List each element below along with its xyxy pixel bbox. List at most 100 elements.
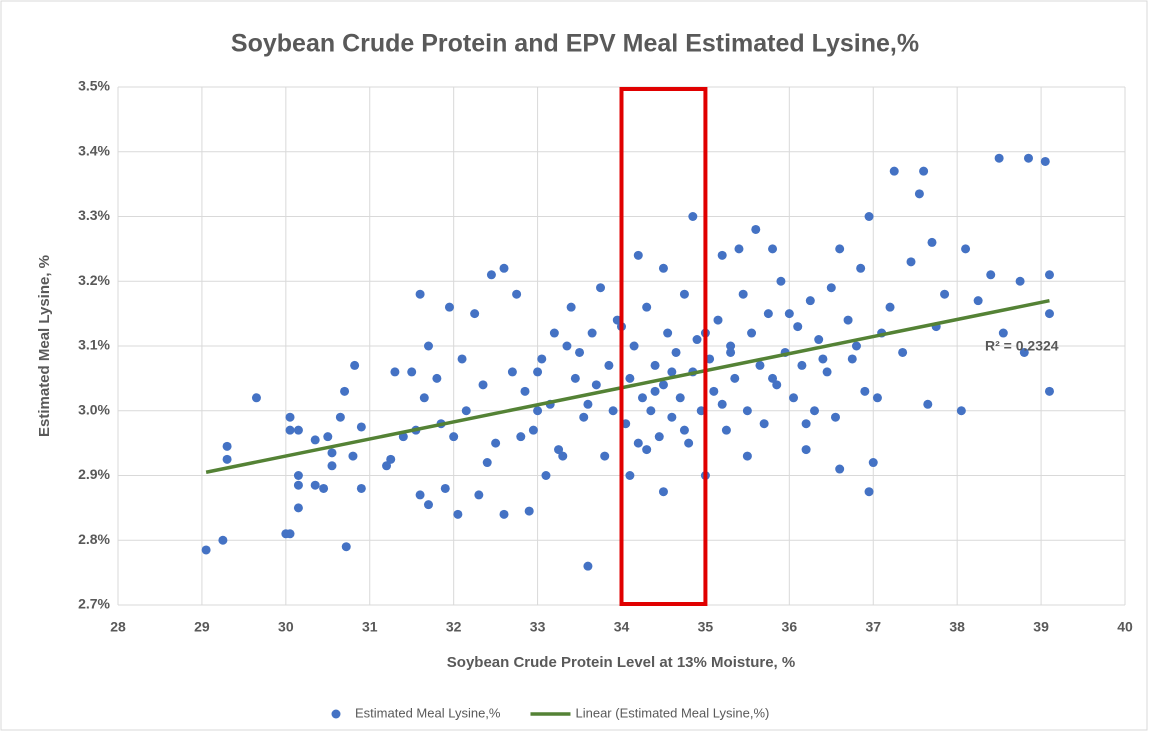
point [726,347,736,357]
point [671,347,681,357]
point [818,354,828,364]
point [554,445,564,455]
point [423,500,433,510]
point [864,487,874,497]
point [583,561,593,571]
x-tick-label: 34 [614,619,630,635]
y-tick-label: 3.2% [78,272,110,288]
point [579,412,589,422]
point [310,480,320,490]
point [444,302,454,312]
point [423,341,433,351]
x-tick-label: 28 [110,619,126,635]
y-tick-label: 2.9% [78,466,110,482]
legend-label: Linear (Estimated Meal Lysine,%) [575,705,769,720]
legend-label: Estimated Meal Lysine,% [355,705,501,720]
y-tick-label: 3.4% [78,142,110,158]
point [927,237,937,247]
point [642,302,652,312]
point [868,458,878,468]
highlight-box [619,87,708,606]
point [692,335,702,345]
point [323,432,333,442]
point [738,289,748,299]
point [341,542,351,552]
point [759,419,769,429]
y-tick-label: 3.0% [78,401,110,417]
point [633,438,643,448]
x-axis-label: Soybean Crude Protein Level at 13% Moist… [447,654,795,671]
point [986,270,996,280]
point [742,451,752,461]
point [835,464,845,474]
point [763,309,773,319]
point [499,509,509,519]
x-tick-label: 37 [865,619,881,635]
point [1040,156,1050,166]
point [658,487,668,497]
point [734,244,744,254]
y-tick-label: 2.7% [78,596,110,612]
y-tick-label: 2.8% [78,531,110,547]
point [625,373,635,383]
point [1015,276,1025,286]
point [663,328,673,338]
point [549,328,559,338]
annotation: R² = 0.2324 [985,338,1059,354]
point [449,432,459,442]
point [440,483,450,493]
point [575,347,585,357]
point [419,393,429,403]
point [789,393,799,403]
point [851,341,861,351]
point [650,360,660,370]
point [633,250,643,260]
point [998,328,1008,338]
point [810,406,820,416]
point [801,419,811,429]
x-tick-label: 36 [782,619,798,635]
point [923,399,933,409]
point [293,503,303,513]
point [709,386,719,396]
point [713,315,723,325]
point [201,545,211,555]
point [222,441,232,451]
point [537,354,547,364]
point [625,471,635,480]
y-axis-label: Estimated Meal Lysine, % [36,255,53,437]
point [562,341,572,351]
point [604,360,614,370]
x-tick-label: 30 [278,619,294,635]
point [1044,270,1054,280]
point [386,454,396,464]
point [654,432,664,442]
point [285,425,295,435]
point [994,153,1004,163]
point [650,386,660,396]
point [726,341,736,351]
point [805,296,815,306]
point [350,360,360,370]
point [382,461,392,471]
point [679,425,689,435]
point [864,212,874,221]
point [797,360,807,370]
point [516,432,526,442]
point [885,302,895,312]
point [327,461,337,471]
point [679,289,689,299]
point [608,406,618,416]
point [956,406,966,416]
point [327,448,337,458]
point [684,438,694,448]
point [830,412,840,422]
point [453,509,463,519]
point [717,250,727,260]
point [658,263,668,273]
point [717,399,727,409]
point [755,360,765,370]
point [847,354,857,364]
point [415,289,425,299]
